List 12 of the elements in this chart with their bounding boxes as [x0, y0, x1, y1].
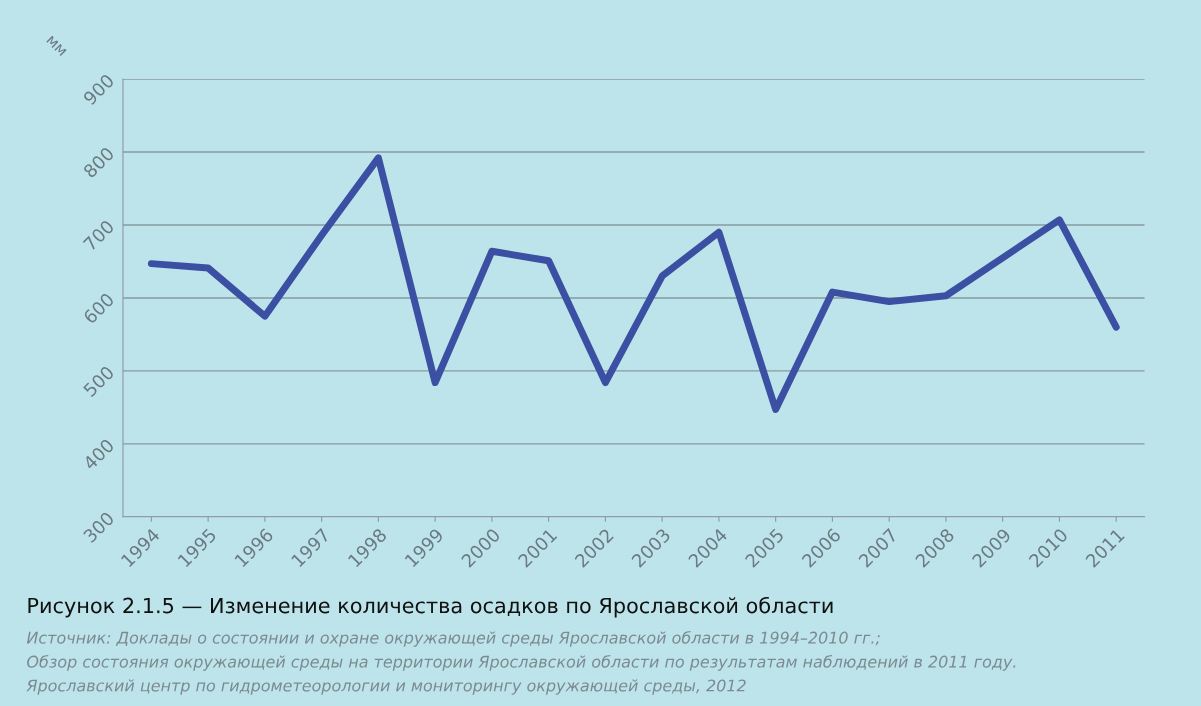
text: Рисунок 2.1.5 — Изменение количества осадков по Ярославской области [28, 596, 833, 618]
y-tick-label: 400 [82, 438, 115, 471]
y-tick-label: 300 [82, 511, 115, 544]
y-tick-label: 900 [82, 73, 115, 106]
y-axis-title: мм [46, 35, 67, 57]
y-tick-label: 700 [82, 219, 115, 252]
text: Источник: Доклады о состоянии и охране окружающей среды Ярославской области в 1994–2010 гг.; [26, 631, 880, 647]
text: Ярославский центр по гидрометеорологии и мониторингу окружающей среды, 2012 [26, 679, 746, 695]
y-tick-label: 600 [82, 292, 115, 325]
y-tick-label: 800 [82, 146, 115, 179]
text: Обзор состояния окружающей среды на территории Ярославской области по результатам наблюдений в 2011 году. [27, 655, 1016, 671]
y-tick-label: 500 [82, 365, 115, 398]
